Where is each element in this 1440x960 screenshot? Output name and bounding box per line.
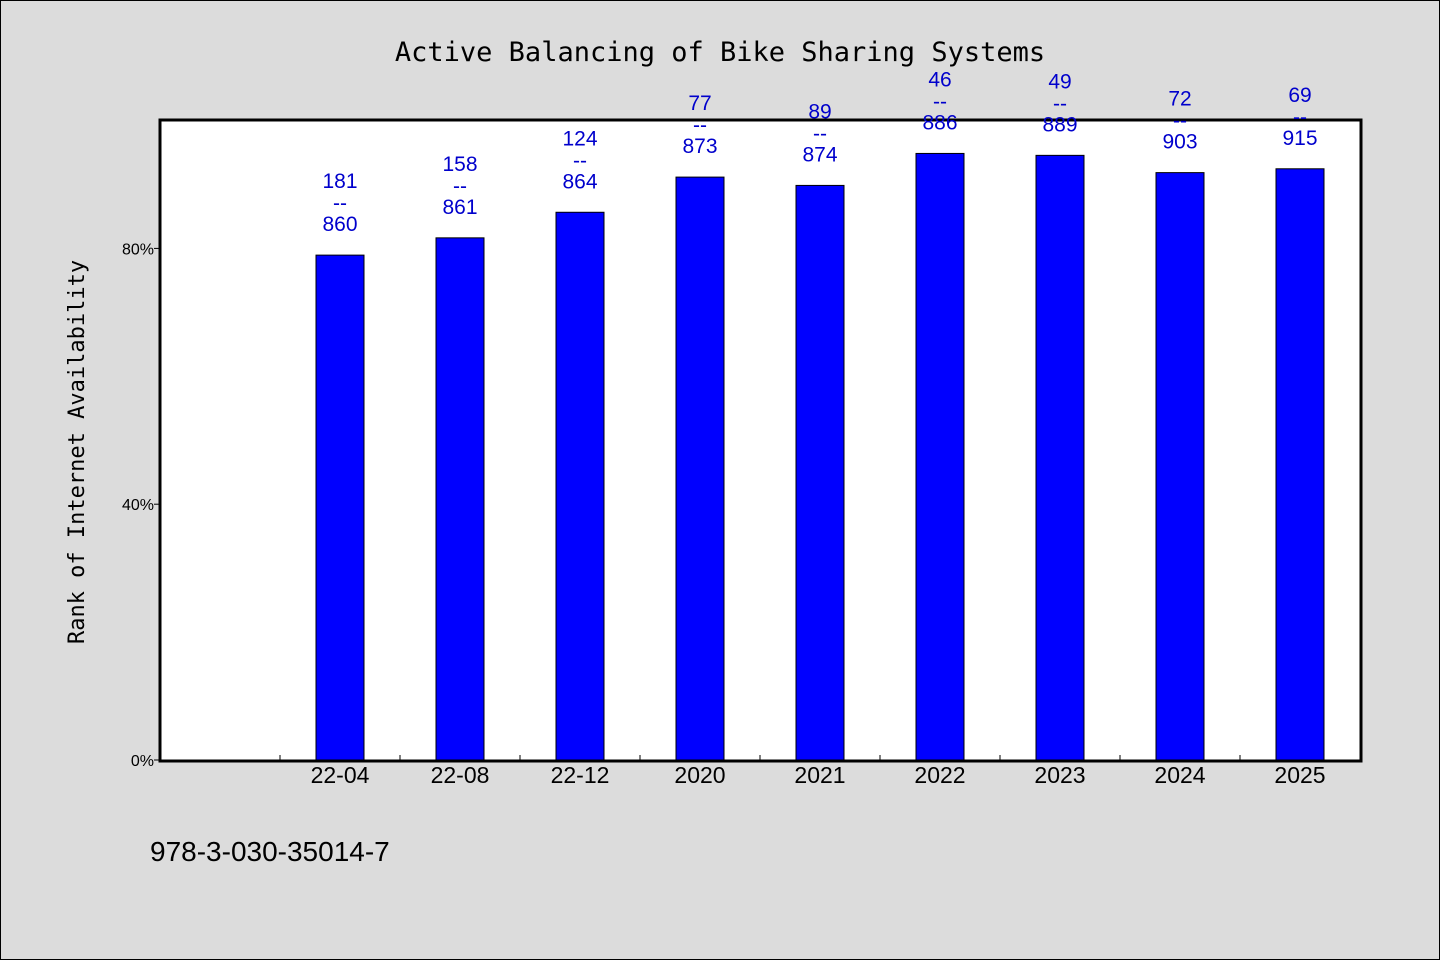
bars-group xyxy=(315,152,1325,761)
data-label-bottom: 903 xyxy=(1162,131,1197,154)
data-label-bottom: 861 xyxy=(442,196,477,219)
data-label-top: 181 xyxy=(322,170,357,193)
data-label-top: 89 xyxy=(808,100,831,123)
bar-2021 xyxy=(795,184,845,761)
data-label-separator: -- xyxy=(693,114,707,137)
data-label-bottom: 874 xyxy=(802,143,837,166)
data-labels: 181--860158--861124--86477--87389--87446… xyxy=(322,68,1317,236)
data-label-separator: -- xyxy=(1053,92,1067,115)
x-axis-ticks: 22-04 22-08 22-12 2020 2021 2022 2023 2024 2025 xyxy=(279,755,1326,788)
bar-2025 xyxy=(1275,168,1325,761)
data-label-separator: -- xyxy=(933,90,947,113)
data-label-separator: -- xyxy=(333,192,347,215)
chart-title: Active Balancing of Bike Sharing Systems xyxy=(395,37,1045,68)
bar-2020 xyxy=(675,176,725,761)
x-tick-label: 2020 xyxy=(674,762,725,788)
data-label-top: 77 xyxy=(688,92,711,115)
x-tick-label: 22-12 xyxy=(551,762,610,788)
y-axis-label: Rank of Internet Availability xyxy=(65,260,90,644)
bar-22-04 xyxy=(315,254,365,761)
y-tick-label: 0% xyxy=(131,753,154,770)
y-tick-label: 40% xyxy=(122,497,154,514)
x-tick-label: 2025 xyxy=(1274,762,1325,788)
data-label-top: 158 xyxy=(442,153,477,176)
y-axis-ticks: 0% 40% 80% xyxy=(122,241,160,770)
data-label-bottom: 889 xyxy=(1042,113,1077,136)
data-label-top: 72 xyxy=(1168,88,1191,111)
data-label-top: 124 xyxy=(562,127,597,150)
bar-2024 xyxy=(1155,172,1205,761)
y-tick-label: 80% xyxy=(122,241,154,258)
data-label-bottom: 864 xyxy=(562,170,597,193)
data-label-separator: -- xyxy=(453,175,467,198)
data-label-bottom: 886 xyxy=(922,111,957,134)
data-label-top: 69 xyxy=(1288,84,1311,107)
data-label-separator: -- xyxy=(813,122,827,145)
bar-2022 xyxy=(915,152,965,761)
x-tick-label: 22-04 xyxy=(311,762,370,788)
data-label-bottom: 860 xyxy=(322,213,357,236)
data-label-bottom: 873 xyxy=(682,135,717,158)
data-label-bottom: 915 xyxy=(1282,127,1317,150)
data-label-top: 49 xyxy=(1048,70,1071,93)
x-tick-label: 2022 xyxy=(914,762,965,788)
bar-22-08 xyxy=(435,237,485,761)
x-tick-label: 2024 xyxy=(1154,762,1205,788)
x-tick-label: 2021 xyxy=(794,762,845,788)
data-label-separator: -- xyxy=(1293,106,1307,129)
bar-22-12 xyxy=(555,211,605,761)
data-label-separator: -- xyxy=(573,149,587,172)
x-tick-label: 22-08 xyxy=(431,762,490,788)
data-label-separator: -- xyxy=(1173,110,1187,133)
x-tick-label: 2023 xyxy=(1034,762,1085,788)
bar-2023 xyxy=(1035,154,1085,761)
footer-isbn: 978-3-030-35014-7 xyxy=(150,836,390,867)
data-label-top: 46 xyxy=(928,68,951,91)
